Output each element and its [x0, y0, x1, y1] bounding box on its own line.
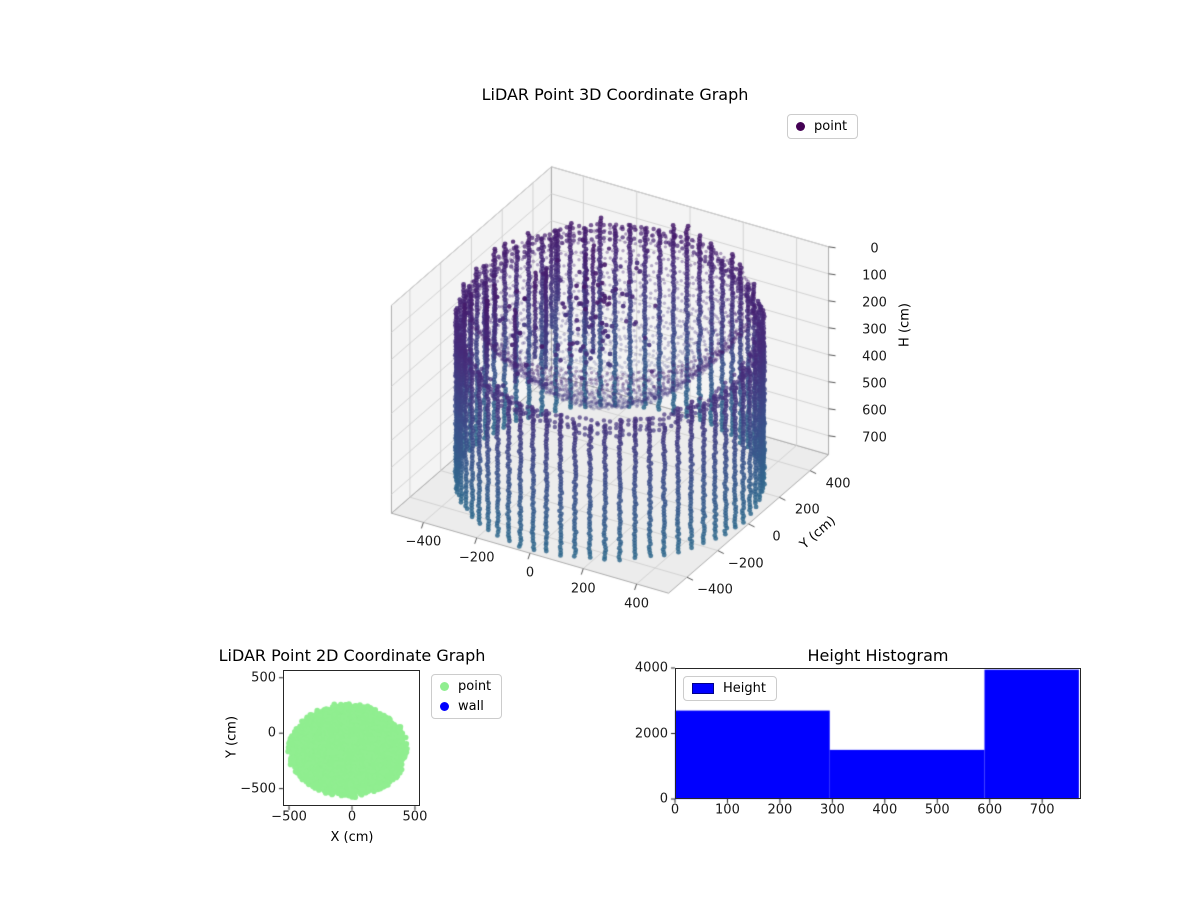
- h-tick-label: 600: [862, 403, 887, 419]
- histogram-legend: Height: [683, 676, 777, 701]
- y-tick-label: 400: [825, 476, 851, 492]
- plot2d-axes: [283, 670, 420, 806]
- y-tick-label: 4000: [634, 660, 668, 676]
- x-tick-label: 500: [402, 809, 428, 825]
- h-tick-label: 500: [862, 376, 887, 392]
- y-tick-label: 2000: [634, 726, 668, 741]
- y-tick-label: −400: [697, 582, 733, 598]
- plot2d-legend: point wall: [431, 674, 503, 719]
- y-tick-label: 200: [794, 502, 820, 518]
- point-marker-icon: [796, 122, 805, 131]
- x-tick-label: 700: [1029, 802, 1055, 818]
- histogram-title: Height Histogram: [807, 646, 949, 665]
- x-tick-label: 200: [767, 802, 793, 818]
- legend-label: wall: [458, 699, 484, 714]
- legend-entry-point: point: [440, 679, 491, 694]
- y-tick-label: −500: [240, 781, 276, 797]
- plot2d-x-axis-label: X (cm): [330, 830, 374, 845]
- x-tick-label: 200: [570, 581, 596, 597]
- histogram-axes: [675, 668, 1081, 799]
- legend-entry-point: point: [796, 119, 847, 134]
- x-tick-label: 300: [819, 802, 845, 818]
- plot2d-title: LiDAR Point 2D Coordinate Graph: [218, 646, 486, 665]
- plot3d-h-axis-label: H (cm): [897, 303, 913, 347]
- h-tick-label: 700: [862, 430, 887, 446]
- x-tick-label: −500: [271, 809, 307, 825]
- legend-label: point: [458, 679, 492, 694]
- x-tick-label: −400: [405, 534, 442, 550]
- legend-entry-height: Height: [692, 681, 766, 696]
- wall-marker-icon: [440, 702, 449, 711]
- y-tick-label: 0: [772, 529, 781, 545]
- x-tick-label: 500: [924, 802, 950, 818]
- h-tick-label: 100: [862, 268, 887, 284]
- x-tick-label: −200: [458, 550, 495, 566]
- legend-entry-wall: wall: [440, 699, 491, 714]
- legend-label: Height: [723, 681, 766, 696]
- x-tick-label: 0: [525, 565, 535, 581]
- x-tick-label: 400: [872, 802, 898, 818]
- h-tick-label: 0: [870, 241, 879, 257]
- x-tick-label: 0: [347, 809, 357, 825]
- plot2d-y-axis-label: Y (cm): [224, 715, 240, 759]
- y-tick-label: 0: [267, 725, 276, 741]
- h-tick-label: 400: [862, 349, 887, 365]
- y-tick-label: 500: [251, 670, 276, 686]
- h-tick-label: 200: [862, 295, 887, 311]
- plot3d-title: LiDAR Point 3D Coordinate Graph: [481, 85, 749, 104]
- x-tick-label: 0: [670, 802, 680, 818]
- height-swatch-icon: [692, 683, 714, 694]
- plot3d-legend: point: [787, 114, 859, 139]
- h-tick-label: 300: [862, 322, 887, 338]
- y-tick-label: −200: [727, 556, 764, 572]
- legend-label: point: [814, 119, 848, 134]
- x-tick-label: 600: [977, 802, 1003, 818]
- x-tick-label: 100: [715, 802, 740, 818]
- point-marker-icon: [440, 682, 449, 691]
- x-tick-label: 400: [624, 596, 649, 612]
- y-tick-label: 0: [659, 791, 668, 807]
